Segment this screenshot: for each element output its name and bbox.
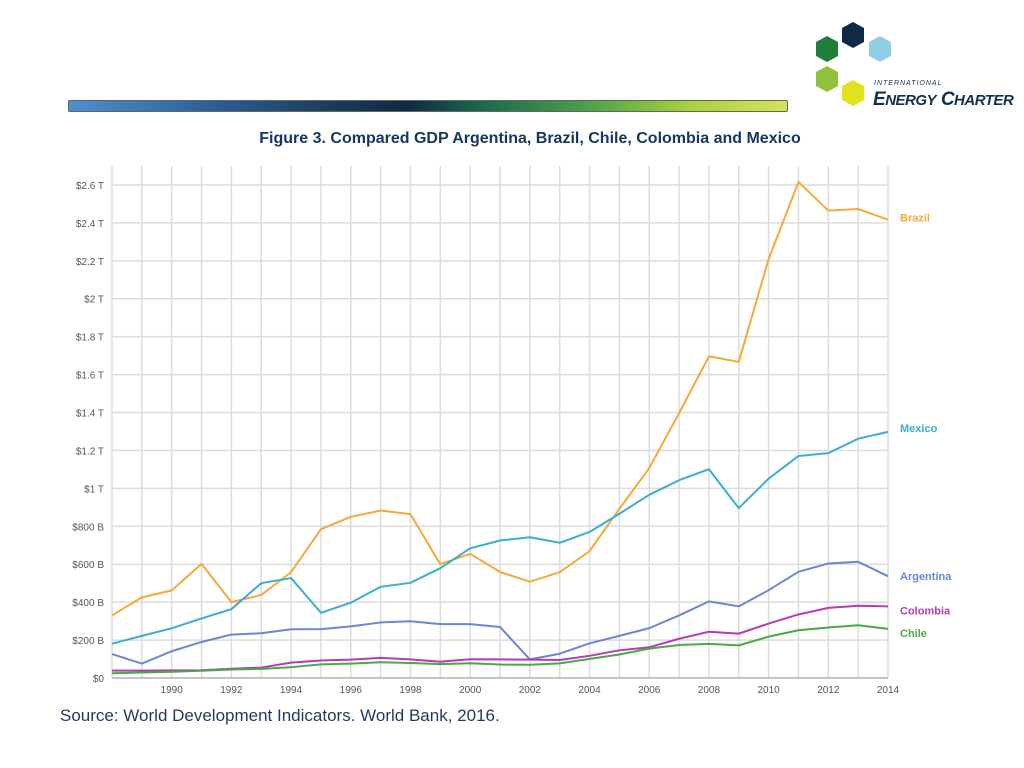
logo-main-text: ENERGY CHARTER bbox=[873, 89, 1014, 110]
x-tick-label: 2012 bbox=[817, 685, 840, 696]
series-label-chile: Chile bbox=[900, 628, 927, 640]
series-label-brazil: Brazil bbox=[900, 213, 930, 225]
x-tick-label: 2014 bbox=[877, 685, 900, 696]
y-tick-label: $1.4 T bbox=[76, 409, 104, 420]
y-tick-label: $2.2 T bbox=[76, 257, 104, 268]
x-tick-label: 1996 bbox=[340, 685, 363, 696]
logo-small-text: INTERNATIONAL bbox=[874, 80, 943, 87]
logo-hex-green bbox=[816, 36, 838, 62]
y-tick-label: $2 T bbox=[84, 295, 104, 306]
y-tick-label: $2.4 T bbox=[76, 219, 104, 230]
logo-hex-yellow bbox=[842, 80, 864, 106]
x-tick-label: 2000 bbox=[459, 685, 482, 696]
y-tick-label: $2.6 T bbox=[76, 181, 104, 192]
x-tick-label: 2008 bbox=[698, 685, 721, 696]
y-tick-label: $800 B bbox=[72, 522, 104, 533]
x-tick-label: 1994 bbox=[280, 685, 303, 696]
logo-hex-lightblue bbox=[869, 36, 891, 62]
y-tick-label: $400 B bbox=[72, 598, 104, 609]
energy-charter-logo bbox=[816, 22, 891, 106]
x-tick-label: 2002 bbox=[519, 685, 542, 696]
x-tick-label: 1992 bbox=[220, 685, 243, 696]
x-tick-label: 1998 bbox=[399, 685, 422, 696]
series-label-argentina: Argentina bbox=[900, 571, 952, 583]
series-label-mexico: Mexico bbox=[900, 423, 938, 435]
y-tick-label: $0 bbox=[93, 674, 105, 685]
y-tick-label: $1.2 T bbox=[76, 446, 104, 457]
series-line-mexico bbox=[111, 430, 889, 645]
y-tick-label: $1.6 T bbox=[76, 371, 104, 382]
x-tick-label: 2010 bbox=[757, 685, 780, 696]
y-tick-label: $1 T bbox=[84, 484, 104, 495]
x-tick-label: 1990 bbox=[161, 685, 184, 696]
x-tick-label: 2006 bbox=[638, 685, 661, 696]
series-label-colombia: Colombia bbox=[900, 605, 951, 617]
y-tick-label: $1.8 T bbox=[76, 333, 104, 344]
source-note: Source: World Development Indicators. Wo… bbox=[60, 706, 500, 725]
series-line-chile bbox=[111, 624, 889, 675]
gdp-line-chart: $0 $200 B $400 B $600 B $800 B $1 T $1.2 T $1.4… bbox=[72, 166, 952, 696]
logo-hex-navy bbox=[842, 22, 864, 48]
y-tick-label: $600 B bbox=[72, 560, 104, 571]
logo-hex-lime bbox=[816, 66, 838, 92]
x-tick-label: 2004 bbox=[578, 685, 601, 696]
header-gradient-bar bbox=[68, 100, 788, 112]
series-line-argentina bbox=[111, 560, 889, 665]
y-tick-label: $200 B bbox=[72, 636, 104, 647]
chart-title: Figure 3. Compared GDP Argentina, Brazil… bbox=[259, 130, 801, 147]
